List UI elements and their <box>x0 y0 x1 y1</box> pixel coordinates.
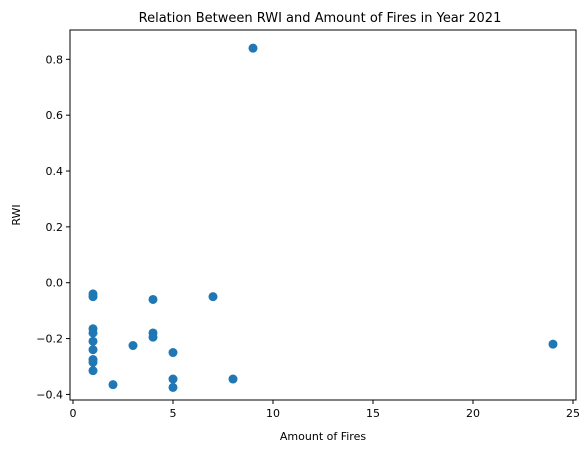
y-axis: −0.4 −0.2 0.0 0.2 0.4 0.6 0.8 <box>36 53 70 401</box>
data-point <box>148 294 158 304</box>
chart-title: Relation Between RWI and Amount of Fires… <box>139 11 502 26</box>
y-tick-label: −0.4 <box>36 388 63 401</box>
y-axis-label: RWI <box>10 204 23 225</box>
data-point <box>168 382 178 392</box>
data-point <box>168 348 178 358</box>
data-point <box>248 43 258 53</box>
data-point <box>548 339 558 349</box>
x-tick-label: 15 <box>366 407 380 420</box>
data-point <box>88 357 98 367</box>
y-tick-label: 0.6 <box>46 109 64 122</box>
x-tick-label: 0 <box>70 407 77 420</box>
data-point <box>88 336 98 346</box>
data-point <box>88 328 98 338</box>
data-points <box>88 43 558 392</box>
y-tick-label: 0.0 <box>46 277 64 290</box>
data-point <box>88 345 98 355</box>
data-point <box>88 366 98 376</box>
x-axis: 0 5 10 15 20 25 <box>70 400 580 420</box>
data-point <box>228 374 238 384</box>
y-tick-label: 0.8 <box>46 53 64 66</box>
y-tick-label: 0.4 <box>46 165 64 178</box>
data-point <box>108 380 118 390</box>
data-point <box>128 341 138 351</box>
data-point <box>88 292 98 302</box>
x-axis-label: Amount of Fires <box>280 430 366 443</box>
x-tick-label: 20 <box>466 407 480 420</box>
y-tick-label: 0.2 <box>46 221 64 234</box>
data-point <box>168 374 178 384</box>
plot-frame <box>69 29 577 401</box>
x-tick-label: 5 <box>170 407 177 420</box>
data-point <box>148 332 158 342</box>
y-tick-label: −0.2 <box>36 333 63 346</box>
data-point <box>208 292 218 302</box>
x-tick-label: 25 <box>566 407 580 420</box>
x-tick-label: 10 <box>266 407 280 420</box>
